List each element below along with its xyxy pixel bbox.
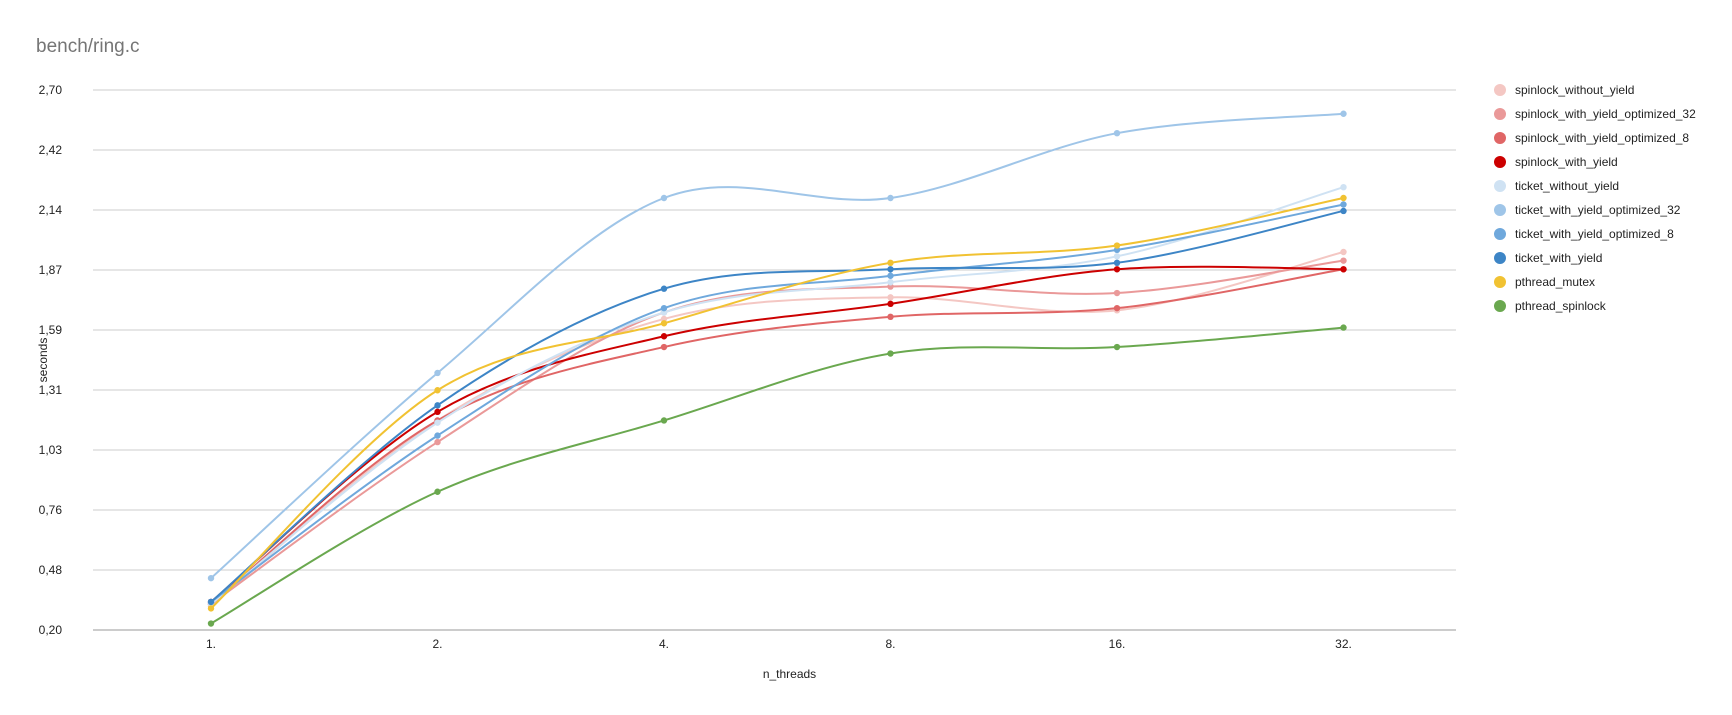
legend-label: spinlock_with_yield_optimized_32 [1515,107,1696,121]
x-axis-title: n_threads [763,667,816,681]
y-tick-label: 0,20 [39,623,63,637]
data-point-ticket_with_yield_optimized_32-8. [887,194,894,202]
y-tick-label: 2,14 [39,203,63,217]
data-point-ticket_with_yield-4. [660,285,668,292]
legend-label: pthread_spinlock [1515,299,1607,313]
data-point-pthread_mutex-32. [1340,194,1347,202]
chart-title: bench/ring.c [36,36,140,57]
data-point-spinlock_with_yield-8. [887,300,894,308]
x-tick-label: 2. [432,637,442,651]
legend-label: spinlock_with_yield_optimized_8 [1515,131,1689,145]
data-point-pthread_spinlock-1. [207,620,215,627]
legend-label: spinlock_with_yield [1515,155,1618,169]
legend-swatch [1494,156,1506,168]
data-point-spinlock_with_yield-2. [434,408,441,416]
data-point-ticket_with_yield_optimized_8-8. [887,272,894,279]
series-line-spinlock_without_yield [210,251,1344,608]
x-tick-label: 8. [885,637,895,651]
data-point-spinlock_with_yield-16. [1113,266,1121,273]
data-point-spinlock_with_yield-32. [1340,266,1347,273]
y-tick-label: 1,87 [39,263,63,277]
data-point-ticket_with_yield-2. [434,402,441,409]
data-point-ticket_with_yield_optimized_32-4. [660,194,668,202]
series-line-ticket_with_yield_optimized_8 [210,203,1344,603]
data-point-ticket_without_yield-8. [887,279,894,286]
data-point-pthread_spinlock-8. [887,350,894,357]
y-tick-label: 1,03 [39,443,63,457]
legend-swatch [1494,180,1506,192]
y-tick-label: 1,59 [39,323,63,337]
data-point-ticket_with_yield_optimized_8-4. [660,304,668,312]
series-line-pthread_spinlock [210,326,1344,625]
data-point-spinlock_without_yield-8. [887,294,894,301]
series-line-spinlock_with_yield [210,265,1344,603]
legend-label: ticket_with_yield [1515,251,1602,265]
legend-swatch [1494,84,1506,96]
legend-label: ticket_with_yield_optimized_32 [1515,203,1681,217]
y-tick-label: 2,42 [39,143,63,157]
data-point-ticket_with_yield-1. [207,598,215,606]
y-tick-label: 0,48 [39,563,63,577]
legend-swatch [1494,204,1506,216]
data-point-spinlock_with_yield_optimized_32-32. [1340,257,1347,264]
y-tick-label: 2,70 [39,83,63,97]
data-point-ticket_with_yield-16. [1113,259,1121,266]
data-point-ticket_with_yield-32. [1340,207,1347,215]
y-axis-title: seconds [36,338,50,383]
x-tick-label: 1. [206,637,216,651]
data-point-spinlock_with_yield_optimized_8-4. [660,343,668,351]
series-line-spinlock_with_yield_optimized_32 [210,259,1344,605]
data-point-pthread_mutex-1. [207,605,215,612]
data-point-pthread_spinlock-2. [434,488,441,495]
data-point-ticket_with_yield_optimized_32-16. [1113,130,1121,137]
data-point-spinlock_without_yield-32. [1340,248,1347,256]
legend-label: spinlock_without_yield [1515,83,1634,97]
legend-swatch [1494,132,1506,144]
x-tick-label: 16. [1109,637,1126,651]
data-point-spinlock_with_yield_optimized_32-2. [434,438,441,446]
legend-swatch [1494,228,1506,240]
data-point-pthread_spinlock-16. [1113,343,1121,351]
x-tick-label: 4. [659,637,669,651]
data-point-ticket_with_yield_optimized_32-32. [1340,110,1347,117]
series-line-ticket_with_yield_optimized_32 [210,112,1344,579]
data-point-ticket_without_yield-32. [1340,184,1347,191]
legend-swatch [1494,108,1506,120]
y-tick-label: 0,76 [39,503,63,517]
data-point-spinlock_with_yield_optimized_8-16. [1113,304,1121,312]
data-point-pthread_mutex-2. [434,387,441,394]
series-line-spinlock_with_yield_optimized_8 [210,268,1344,605]
legend-label: pthread_mutex [1515,275,1595,289]
legend-label: ticket_with_yield_optimized_8 [1515,227,1674,241]
legend-swatch [1494,300,1506,312]
data-point-ticket_with_yield-8. [887,266,894,273]
data-point-ticket_without_yield-2. [434,419,441,426]
data-point-pthread_spinlock-4. [660,417,668,424]
series-line-ticket_without_yield [210,186,1344,605]
x-tick-label: 32. [1335,637,1352,651]
data-point-ticket_with_yield_optimized_32-1. [207,574,215,582]
series-line-ticket_with_yield [210,209,1344,603]
data-point-pthread_mutex-4. [660,320,668,327]
data-point-ticket_with_yield_optimized_8-32. [1340,201,1347,208]
data-point-pthread_mutex-16. [1113,242,1121,249]
y-tick-label: 1,31 [39,383,63,397]
legend-label: ticket_without_yield [1515,179,1619,193]
legend-swatch [1494,276,1506,288]
data-point-ticket_with_yield_optimized_32-2. [434,369,441,377]
data-point-ticket_without_yield-16. [1113,253,1121,260]
legend-swatch [1494,252,1506,264]
data-point-pthread_spinlock-32. [1340,324,1347,331]
data-point-spinlock_with_yield_optimized_8-8. [887,313,894,320]
data-point-ticket_with_yield_optimized_8-2. [434,432,441,439]
data-point-spinlock_with_yield_optimized_32-16. [1113,289,1121,297]
data-point-spinlock_with_yield-4. [660,333,668,340]
data-point-pthread_mutex-8. [887,259,894,266]
series-line-pthread_mutex [210,197,1344,610]
